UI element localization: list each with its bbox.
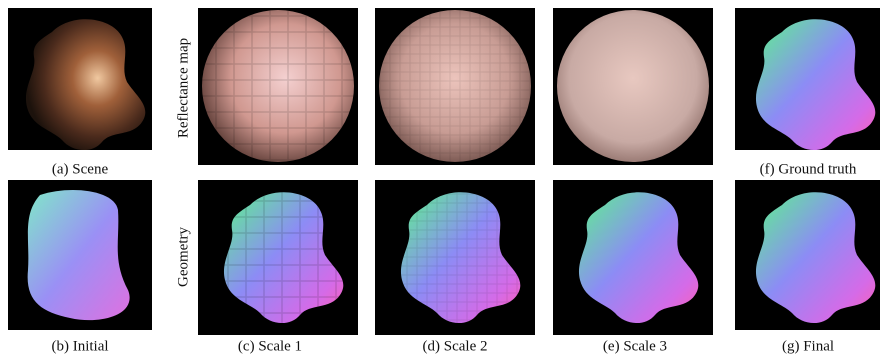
row-label: Geometry xyxy=(175,227,191,287)
caption: (e) Scale 3 xyxy=(603,338,667,354)
sphere xyxy=(557,10,709,162)
caption: (d) Scale 2 xyxy=(423,338,488,354)
caption: (b) Initial xyxy=(51,338,108,354)
normal-map xyxy=(28,190,130,320)
caption: (a) Scene xyxy=(52,161,109,177)
row-label: Reflectance map xyxy=(175,38,191,138)
caption: (c) Scale 1 xyxy=(238,338,302,354)
figure: (a) Scene Reflectance map Geometry (f) G… xyxy=(0,0,889,355)
caption: (g) Final xyxy=(782,338,834,354)
sphere-tiles xyxy=(202,10,354,162)
caption: (f) Ground truth xyxy=(760,161,857,177)
sphere-tiles xyxy=(379,10,531,162)
